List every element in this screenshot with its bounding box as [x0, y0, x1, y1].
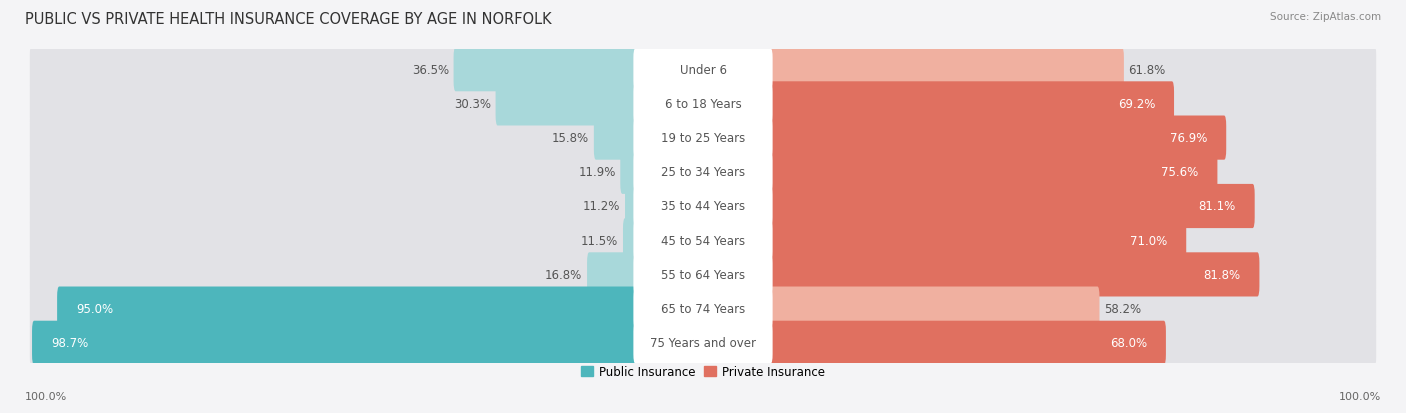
Text: 100.0%: 100.0%: [25, 391, 67, 401]
FancyBboxPatch shape: [702, 218, 1187, 263]
Text: 15.8%: 15.8%: [553, 132, 589, 145]
FancyBboxPatch shape: [30, 318, 1376, 368]
FancyBboxPatch shape: [633, 152, 773, 193]
Text: 76.9%: 76.9%: [1170, 132, 1208, 145]
Text: 75 Years and over: 75 Years and over: [650, 337, 756, 349]
Legend: Public Insurance, Private Insurance: Public Insurance, Private Insurance: [576, 360, 830, 383]
Text: Under 6: Under 6: [679, 64, 727, 76]
FancyBboxPatch shape: [702, 185, 1254, 228]
FancyBboxPatch shape: [633, 186, 773, 227]
FancyBboxPatch shape: [30, 182, 1376, 231]
FancyBboxPatch shape: [30, 114, 1376, 163]
Text: 65 to 74 Years: 65 to 74 Years: [661, 302, 745, 316]
FancyBboxPatch shape: [30, 216, 1376, 265]
Text: 98.7%: 98.7%: [51, 337, 89, 349]
FancyBboxPatch shape: [588, 253, 704, 297]
Text: 55 to 64 Years: 55 to 64 Years: [661, 268, 745, 281]
FancyBboxPatch shape: [633, 323, 773, 363]
Text: 81.1%: 81.1%: [1198, 200, 1236, 213]
Text: 75.6%: 75.6%: [1161, 166, 1198, 179]
FancyBboxPatch shape: [58, 287, 704, 331]
FancyBboxPatch shape: [623, 218, 704, 263]
FancyBboxPatch shape: [702, 253, 1260, 297]
FancyBboxPatch shape: [30, 250, 1376, 299]
Text: 11.9%: 11.9%: [578, 166, 616, 179]
Text: 61.8%: 61.8%: [1129, 64, 1166, 76]
FancyBboxPatch shape: [32, 321, 704, 365]
FancyBboxPatch shape: [454, 48, 704, 92]
FancyBboxPatch shape: [30, 148, 1376, 197]
FancyBboxPatch shape: [702, 287, 1099, 331]
FancyBboxPatch shape: [702, 48, 1123, 92]
Text: 11.5%: 11.5%: [581, 234, 619, 247]
Text: 81.8%: 81.8%: [1204, 268, 1240, 281]
Text: 69.2%: 69.2%: [1118, 97, 1154, 111]
FancyBboxPatch shape: [702, 116, 1226, 160]
Text: 45 to 54 Years: 45 to 54 Years: [661, 234, 745, 247]
Text: PUBLIC VS PRIVATE HEALTH INSURANCE COVERAGE BY AGE IN NORFOLK: PUBLIC VS PRIVATE HEALTH INSURANCE COVER…: [25, 12, 553, 27]
FancyBboxPatch shape: [30, 45, 1376, 95]
Text: 36.5%: 36.5%: [412, 64, 449, 76]
FancyBboxPatch shape: [620, 150, 704, 195]
FancyBboxPatch shape: [593, 116, 704, 160]
FancyBboxPatch shape: [702, 150, 1218, 195]
FancyBboxPatch shape: [30, 80, 1376, 129]
FancyBboxPatch shape: [702, 82, 1174, 126]
FancyBboxPatch shape: [633, 220, 773, 261]
Text: 11.2%: 11.2%: [583, 200, 620, 213]
FancyBboxPatch shape: [30, 284, 1376, 333]
Text: 6 to 18 Years: 6 to 18 Years: [665, 97, 741, 111]
Text: 30.3%: 30.3%: [454, 97, 491, 111]
FancyBboxPatch shape: [633, 288, 773, 330]
FancyBboxPatch shape: [495, 82, 704, 126]
Text: 35 to 44 Years: 35 to 44 Years: [661, 200, 745, 213]
FancyBboxPatch shape: [702, 321, 1166, 365]
Text: 58.2%: 58.2%: [1104, 302, 1142, 316]
Text: 100.0%: 100.0%: [1339, 391, 1381, 401]
Text: 19 to 25 Years: 19 to 25 Years: [661, 132, 745, 145]
Text: 25 to 34 Years: 25 to 34 Years: [661, 166, 745, 179]
FancyBboxPatch shape: [626, 185, 704, 228]
Text: 16.8%: 16.8%: [546, 268, 582, 281]
Text: 95.0%: 95.0%: [76, 302, 114, 316]
FancyBboxPatch shape: [633, 118, 773, 159]
Text: Source: ZipAtlas.com: Source: ZipAtlas.com: [1270, 12, 1381, 22]
Text: 71.0%: 71.0%: [1130, 234, 1167, 247]
Text: 68.0%: 68.0%: [1109, 337, 1147, 349]
FancyBboxPatch shape: [633, 83, 773, 125]
FancyBboxPatch shape: [633, 254, 773, 295]
FancyBboxPatch shape: [633, 50, 773, 90]
